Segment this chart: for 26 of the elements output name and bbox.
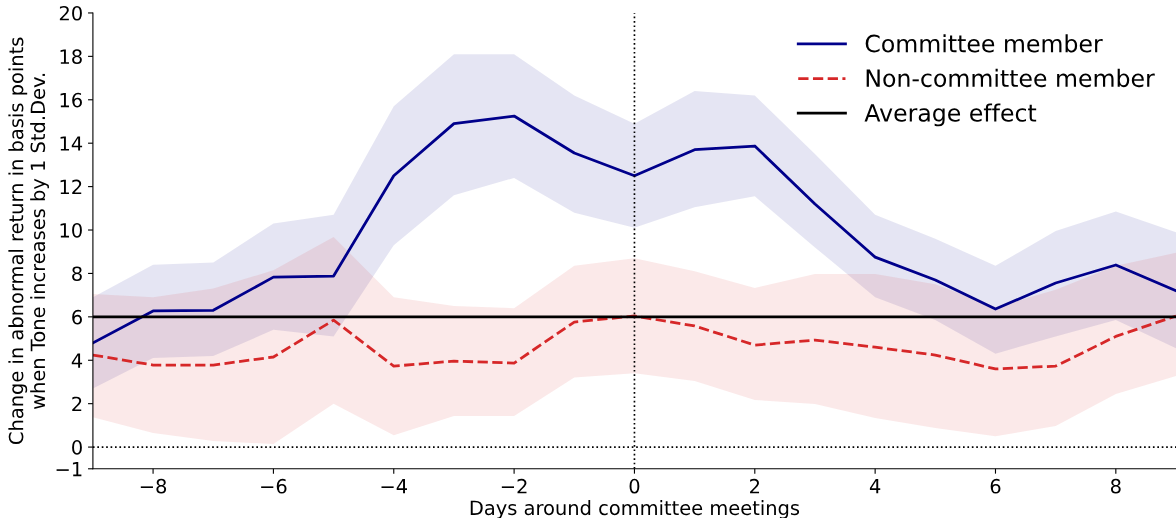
y-axis-title: Change in abnormal return in basis points when Tone increases by 1 Std.Dev. xyxy=(8,37,49,444)
x-tick-label: 0 xyxy=(629,478,640,494)
x-tick-label: −8 xyxy=(140,478,167,494)
y-tick-label: 2 xyxy=(72,396,82,412)
y-tick-label: 8 xyxy=(72,266,82,282)
legend-label: Non-committee member xyxy=(866,68,1155,88)
y-tick-label: 16 xyxy=(60,92,82,108)
y-tick-label: 14 xyxy=(60,136,83,151)
y-tick-label: 18 xyxy=(60,49,82,65)
y-tick-label: 4 xyxy=(71,353,83,368)
y-tick-label: −1 xyxy=(56,462,82,477)
legend-label: Committee member xyxy=(865,34,1103,53)
y-tick-label: 10 xyxy=(60,222,82,238)
y-tick-label: 0 xyxy=(72,440,82,455)
x-axis-title: Days around committee meetings xyxy=(470,500,800,518)
x-tick-label: −4 xyxy=(381,479,407,494)
y-tick-label: 12 xyxy=(60,179,82,194)
y-tick-label: 6 xyxy=(72,309,82,325)
x-tick-label: 6 xyxy=(990,478,1001,494)
x-tick-label: −2 xyxy=(501,478,527,494)
y-tick-label: 20 xyxy=(59,5,82,21)
legend-label: Average effect xyxy=(864,103,1037,127)
x-tick-label: 8 xyxy=(1110,478,1121,494)
x-tick-label: 4 xyxy=(869,479,881,494)
x-tick-label: −6 xyxy=(261,478,287,494)
x-tick-label: 2 xyxy=(750,478,760,494)
